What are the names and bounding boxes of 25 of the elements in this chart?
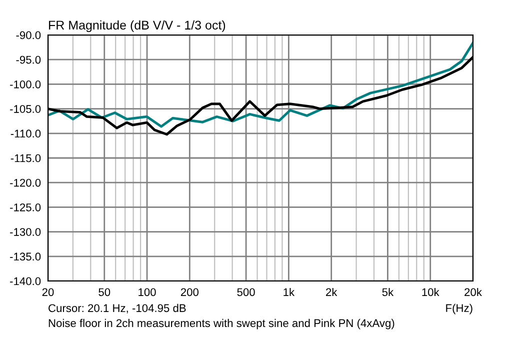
x-tick-label: 200 [180,288,198,296]
text: Cursor: 20.1 Hz, -104.95 dB [48,304,186,314]
x-tick-label: 2k [326,288,338,296]
x-tick-label: 100 [138,288,156,296]
y-tick-label: -115.0 [10,154,41,162]
x-tick-label: 50 [98,288,110,296]
y-tick-label: -90.0 [16,31,41,40]
x-tick-label: 1k [284,288,295,296]
x-tick-label: 10k [422,288,440,296]
y-tick-label: -100.0 [10,80,41,88]
y-tick-label: -110.0 [10,130,41,138]
x-axis-title: F(Hz) [446,304,472,314]
x-tick-label: 20k [464,288,482,296]
x-tick-label: 20 [42,288,54,296]
y-tick-label: -130.0 [10,228,41,236]
y-tick-label: -125.0 [10,203,41,212]
y-tick-label: -140.0 [10,277,41,286]
y-tick-label: -135.0 [10,252,41,261]
y-tick-label: -95.0 [16,56,41,64]
chart-title: FR Magnitude (dB V/V - 1/3 oct) [49,20,226,32]
x-tick-label: 500 [237,288,255,296]
text: Noise floor in 2ch measurements with swept sine and Pink PN (4xAvg) [48,318,394,330]
x-tick-label: 5k [382,288,394,296]
y-tick-label: -120.0 [10,178,41,187]
y-tick-label: -105.0 [10,105,41,113]
